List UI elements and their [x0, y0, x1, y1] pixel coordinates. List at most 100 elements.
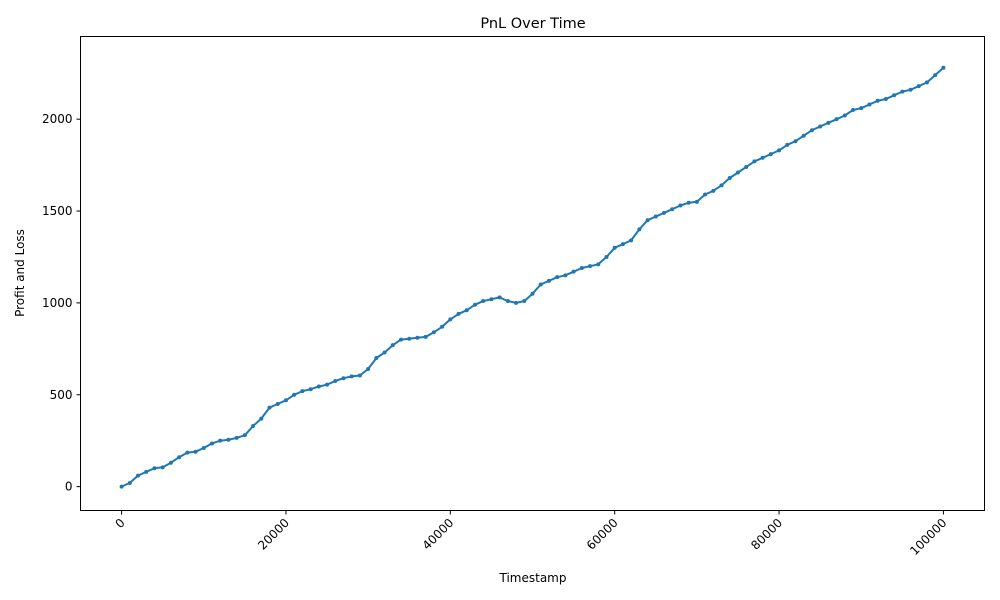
data-point — [341, 376, 346, 381]
data-point — [563, 273, 568, 278]
data-point — [374, 356, 379, 361]
data-point — [694, 199, 699, 204]
data-point — [160, 465, 165, 470]
chart-title: PnL Over Time — [480, 16, 585, 32]
data-point — [456, 311, 461, 316]
data-point — [678, 203, 683, 208]
data-point — [842, 113, 847, 118]
data-point — [793, 139, 798, 144]
data-point — [727, 175, 732, 180]
data-point — [735, 170, 740, 175]
data-point — [883, 96, 888, 101]
y-tick-label: 1500 — [42, 204, 73, 218]
data-point — [251, 423, 256, 428]
data-point — [259, 416, 264, 421]
data-point — [267, 405, 272, 410]
data-point — [530, 291, 535, 296]
data-point — [407, 336, 412, 341]
data-point — [283, 398, 288, 403]
data-point — [136, 473, 141, 478]
data-point — [546, 278, 551, 283]
data-point — [234, 435, 239, 440]
data-point — [497, 295, 502, 300]
data-point — [571, 269, 576, 274]
data-point — [744, 164, 749, 169]
data-point — [481, 299, 486, 304]
data-point — [933, 73, 938, 78]
data-point — [579, 265, 584, 270]
y-axis: 0 500 1000 1500 2000 — [42, 112, 81, 494]
data-point — [185, 450, 190, 455]
data-point — [908, 87, 913, 92]
data-point — [924, 80, 929, 85]
data-point — [119, 484, 124, 489]
data-point — [875, 98, 880, 103]
data-point — [588, 264, 593, 269]
data-point — [859, 106, 864, 111]
y-tick-label: 2000 — [42, 112, 73, 126]
data-point — [144, 469, 149, 474]
data-point — [686, 200, 691, 205]
data-point — [201, 446, 206, 451]
data-point — [752, 159, 757, 164]
data-point — [431, 330, 436, 335]
data-point — [382, 350, 387, 355]
data-point — [308, 387, 313, 392]
data-point — [826, 120, 831, 125]
y-axis-label: Profit and Loss — [13, 229, 27, 317]
data-point — [275, 401, 280, 406]
data-point — [818, 124, 823, 129]
data-point — [472, 302, 477, 307]
y-tick-label: 1000 — [42, 296, 73, 310]
data-point — [357, 373, 362, 378]
y-tick-label: 500 — [50, 388, 73, 402]
data-point — [834, 117, 839, 122]
data-point — [464, 308, 469, 313]
data-point — [777, 148, 782, 153]
plot-frame — [80, 36, 985, 511]
data-point — [620, 242, 625, 247]
data-point — [168, 460, 173, 465]
data-point — [177, 455, 182, 460]
data-point — [851, 107, 856, 112]
data-point — [514, 300, 519, 305]
data-point — [670, 207, 675, 212]
data-point — [645, 218, 650, 223]
data-point — [152, 466, 157, 471]
data-point — [333, 378, 338, 383]
data-point — [661, 210, 666, 215]
data-point — [596, 262, 601, 267]
data-point — [325, 382, 330, 387]
data-point — [209, 441, 214, 446]
data-point — [760, 155, 765, 160]
data-point — [711, 188, 716, 193]
data-point — [440, 324, 445, 329]
data-point — [653, 214, 658, 219]
data-point — [390, 343, 395, 348]
data-point — [489, 297, 494, 302]
data-point — [316, 384, 321, 389]
data-point — [719, 183, 724, 188]
data-point — [604, 254, 609, 259]
data-point — [127, 480, 132, 485]
data-point — [448, 317, 453, 322]
data-point — [423, 334, 428, 339]
data-point — [399, 337, 404, 342]
data-point — [242, 433, 247, 438]
data-point — [768, 152, 773, 157]
y-tick-label: 0 — [65, 480, 73, 494]
data-point — [538, 282, 543, 287]
data-point — [193, 449, 198, 454]
data-point — [867, 102, 872, 107]
data-point — [629, 238, 634, 243]
data-point — [637, 227, 642, 232]
data-point — [612, 245, 617, 250]
x-axis-label: Timestamp — [499, 571, 567, 585]
data-point — [415, 335, 420, 340]
data-point — [703, 192, 708, 197]
data-point — [900, 89, 905, 94]
data-point — [941, 65, 946, 70]
data-point — [801, 133, 806, 138]
data-point — [300, 389, 305, 394]
